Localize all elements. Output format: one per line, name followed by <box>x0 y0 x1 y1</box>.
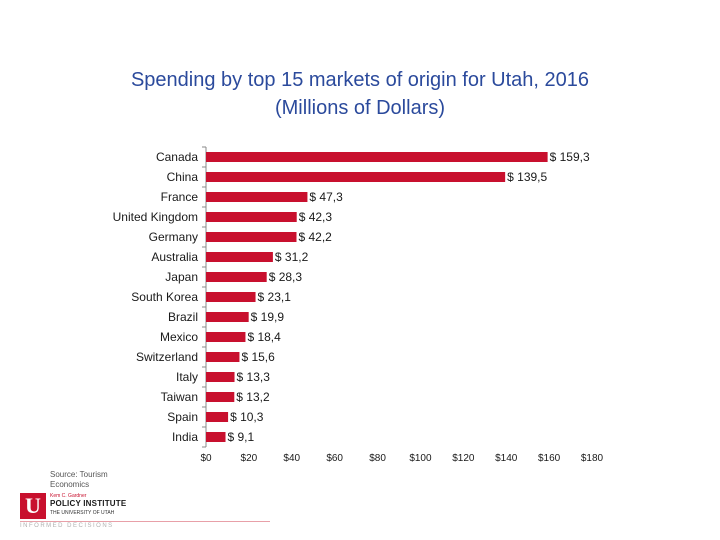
category-label: Japan <box>165 270 198 284</box>
bar-value-label: $ 9,1 <box>228 430 255 444</box>
category-label: India <box>172 430 198 444</box>
x-tick-label: $100 <box>409 453 432 464</box>
bar <box>206 352 240 362</box>
bar-value-label: $ 23,1 <box>258 290 292 304</box>
bar-value-label: $ 139,5 <box>507 170 547 184</box>
bar-chart: Canada $ 159,3 China $ 139,5 France $ 47,3 Uni… <box>113 146 604 464</box>
category-label: Brazil <box>168 310 198 324</box>
x-tick-label: $180 <box>581 453 604 464</box>
bar-value-label: $ 159,3 <box>550 150 590 164</box>
bar <box>206 212 297 222</box>
category-label: Mexico <box>160 330 198 344</box>
category-label: Germany <box>149 230 198 244</box>
university-u-logo-icon: U <box>20 493 46 519</box>
category-label: Spain <box>167 410 198 424</box>
bar <box>206 272 267 282</box>
category-label: South Korea <box>131 290 198 304</box>
logo-subtitle: THE UNIVERSITY OF UTAH <box>50 510 115 516</box>
category-label: Switzerland <box>136 350 198 364</box>
bar <box>206 192 308 202</box>
x-tick-label: $80 <box>369 453 386 464</box>
x-tick-label: $120 <box>452 453 475 464</box>
x-tick-label: $160 <box>538 453 561 464</box>
logo-tagline: INFORMED DECISIONS <box>20 523 114 529</box>
x-tick-label: $140 <box>495 453 518 464</box>
x-tick-label: $20 <box>241 453 258 464</box>
source-note: Source: Tourism Economics <box>50 470 108 490</box>
bar-value-label: $ 10,3 <box>230 410 264 424</box>
logo-kicker: Kem C. Gardner <box>50 493 87 499</box>
bar-value-label: $ 42,2 <box>298 230 332 244</box>
chart-title: Spending by top 15 markets of origin for… <box>0 66 720 122</box>
category-label: United Kingdom <box>113 210 198 224</box>
bar-value-label: $ 18,4 <box>247 330 281 344</box>
bar <box>206 372 235 382</box>
bar-value-label: $ 19,9 <box>251 310 285 324</box>
category-label: China <box>167 170 199 184</box>
category-label: Canada <box>156 150 198 164</box>
category-label: Taiwan <box>161 390 198 404</box>
bar-value-label: $ 31,2 <box>275 250 309 264</box>
bar <box>206 152 548 162</box>
x-tick-label: $0 <box>200 453 212 464</box>
x-tick-label: $40 <box>283 453 300 464</box>
bar-value-label: $ 13,2 <box>236 390 270 404</box>
bar-value-label: $ 15,6 <box>241 350 275 364</box>
bar-value-label: $ 13,3 <box>237 370 271 384</box>
category-label: France <box>161 190 199 204</box>
bar <box>206 232 297 242</box>
title-line-2: (Millions of Dollars) <box>274 97 446 119</box>
title-line-1: Spending by top 15 markets of origin for… <box>130 69 590 91</box>
bar-value-label: $ 28,3 <box>269 270 303 284</box>
bar <box>206 412 229 422</box>
source-line-2: Economics <box>50 480 90 489</box>
x-tick-label: $60 <box>326 453 343 464</box>
logo-name: POLICY INSTITUTE <box>50 499 127 508</box>
bar-value-label: $ 47,3 <box>309 190 343 204</box>
policy-institute-logo: U Kem C. Gardner POLICY INSTITUTE THE UN… <box>20 493 130 531</box>
bar-value-label: $ 42,3 <box>299 210 333 224</box>
bar <box>206 172 506 182</box>
category-label: Australia <box>151 250 198 264</box>
bar <box>206 252 273 262</box>
bar <box>206 332 246 342</box>
bar <box>206 392 235 402</box>
bar <box>206 432 226 442</box>
source-line-1: Source: Tourism <box>50 470 108 479</box>
footer-divider <box>20 521 270 522</box>
bar <box>206 312 249 322</box>
category-label: Italy <box>176 370 198 384</box>
bar <box>206 292 256 302</box>
